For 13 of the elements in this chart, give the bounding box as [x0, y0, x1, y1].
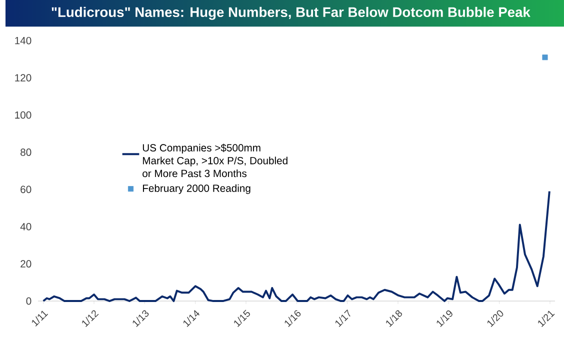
legend-label: February 2000 Reading — [142, 184, 250, 194]
y-tick-label: 60 — [20, 186, 32, 194]
y-tick-label: 100 — [15, 112, 32, 119]
y-tick-label: 20 — [20, 260, 32, 268]
y-tick-label: 120 — [15, 74, 32, 82]
x-tick-label: 1/21 — [538, 310, 555, 328]
chart-title: "Ludicrous" Names: Huge Numbers, But Far Below Dotcom Bubble Peak — [52, 7, 530, 20]
y-tick-label: 0 — [26, 298, 32, 305]
legend-label: US Companies >$500mm Market Cap, >10x P/S, Doubled or More Past 3 Months — [142, 144, 288, 178]
y-tick-label: 40 — [20, 223, 32, 231]
x-tick-label: 1/11 — [32, 310, 48, 327]
y-tick-label: 80 — [20, 148, 32, 156]
y-tick-label: 140 — [15, 37, 32, 44]
